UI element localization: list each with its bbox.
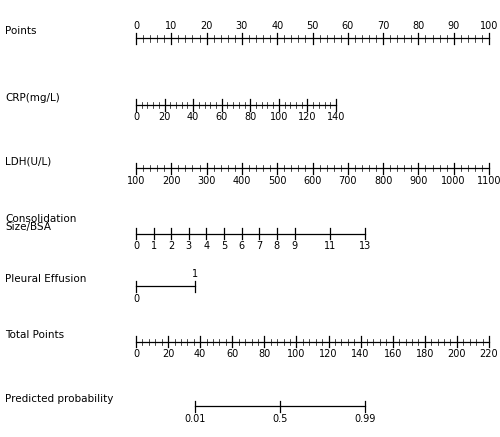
Text: 11: 11: [324, 241, 336, 251]
Text: LDH(U/L): LDH(U/L): [5, 156, 52, 166]
Text: 40: 40: [271, 21, 283, 31]
Text: 20: 20: [200, 21, 213, 31]
Text: 1100: 1100: [477, 176, 500, 186]
Text: 0: 0: [133, 241, 139, 251]
Text: 900: 900: [409, 176, 428, 186]
Text: 600: 600: [304, 176, 322, 186]
Text: 4: 4: [204, 241, 210, 251]
Text: 1000: 1000: [442, 176, 466, 186]
Text: 3: 3: [186, 241, 192, 251]
Text: CRP(mg/L): CRP(mg/L): [5, 93, 60, 103]
Text: 20: 20: [158, 112, 171, 122]
Text: 100: 100: [127, 176, 145, 186]
Text: Points: Points: [5, 26, 36, 36]
Text: 20: 20: [162, 349, 174, 359]
Text: Size/BSA: Size/BSA: [5, 222, 51, 232]
Text: 200: 200: [162, 176, 180, 186]
Text: 0.5: 0.5: [272, 414, 287, 424]
Text: 80: 80: [258, 349, 270, 359]
Text: 90: 90: [448, 21, 460, 31]
Text: 5: 5: [221, 241, 227, 251]
Text: 50: 50: [306, 21, 318, 31]
Text: 100: 100: [480, 21, 498, 31]
Text: 0: 0: [133, 21, 139, 31]
Text: 200: 200: [448, 349, 466, 359]
Text: 120: 120: [320, 349, 338, 359]
Text: 220: 220: [480, 349, 498, 359]
Text: 2: 2: [168, 241, 174, 251]
Text: Pleural Effusion: Pleural Effusion: [5, 274, 86, 284]
Text: 140: 140: [352, 349, 370, 359]
Text: 9: 9: [292, 241, 298, 251]
Text: 0: 0: [133, 294, 139, 304]
Text: Predicted probability: Predicted probability: [5, 394, 114, 404]
Text: 0.01: 0.01: [184, 414, 206, 424]
Text: 300: 300: [198, 176, 216, 186]
Text: 60: 60: [226, 349, 238, 359]
Text: 160: 160: [384, 349, 402, 359]
Text: 70: 70: [377, 21, 390, 31]
Text: 500: 500: [268, 176, 286, 186]
Text: 0.99: 0.99: [354, 414, 376, 424]
Text: 7: 7: [256, 241, 262, 251]
Text: 0: 0: [133, 349, 139, 359]
Text: 120: 120: [298, 112, 316, 122]
Text: 40: 40: [194, 349, 206, 359]
Text: 1: 1: [192, 269, 198, 279]
Text: 1: 1: [150, 241, 156, 251]
Text: 80: 80: [412, 21, 424, 31]
Text: 400: 400: [232, 176, 251, 186]
Text: 30: 30: [236, 21, 248, 31]
Text: 13: 13: [359, 241, 371, 251]
Text: 0: 0: [133, 112, 139, 122]
Text: 800: 800: [374, 176, 392, 186]
Text: Total Points: Total Points: [5, 329, 64, 340]
Text: 60: 60: [342, 21, 354, 31]
Text: 60: 60: [216, 112, 228, 122]
Text: 180: 180: [416, 349, 434, 359]
Text: 700: 700: [338, 176, 357, 186]
Text: 80: 80: [244, 112, 256, 122]
Text: 10: 10: [165, 21, 177, 31]
Text: 6: 6: [238, 241, 245, 251]
Text: Consolidation: Consolidation: [5, 214, 76, 224]
Text: 140: 140: [327, 112, 345, 122]
Text: 8: 8: [274, 241, 280, 251]
Text: 40: 40: [187, 112, 200, 122]
Text: 100: 100: [288, 349, 306, 359]
Text: 100: 100: [270, 112, 288, 122]
